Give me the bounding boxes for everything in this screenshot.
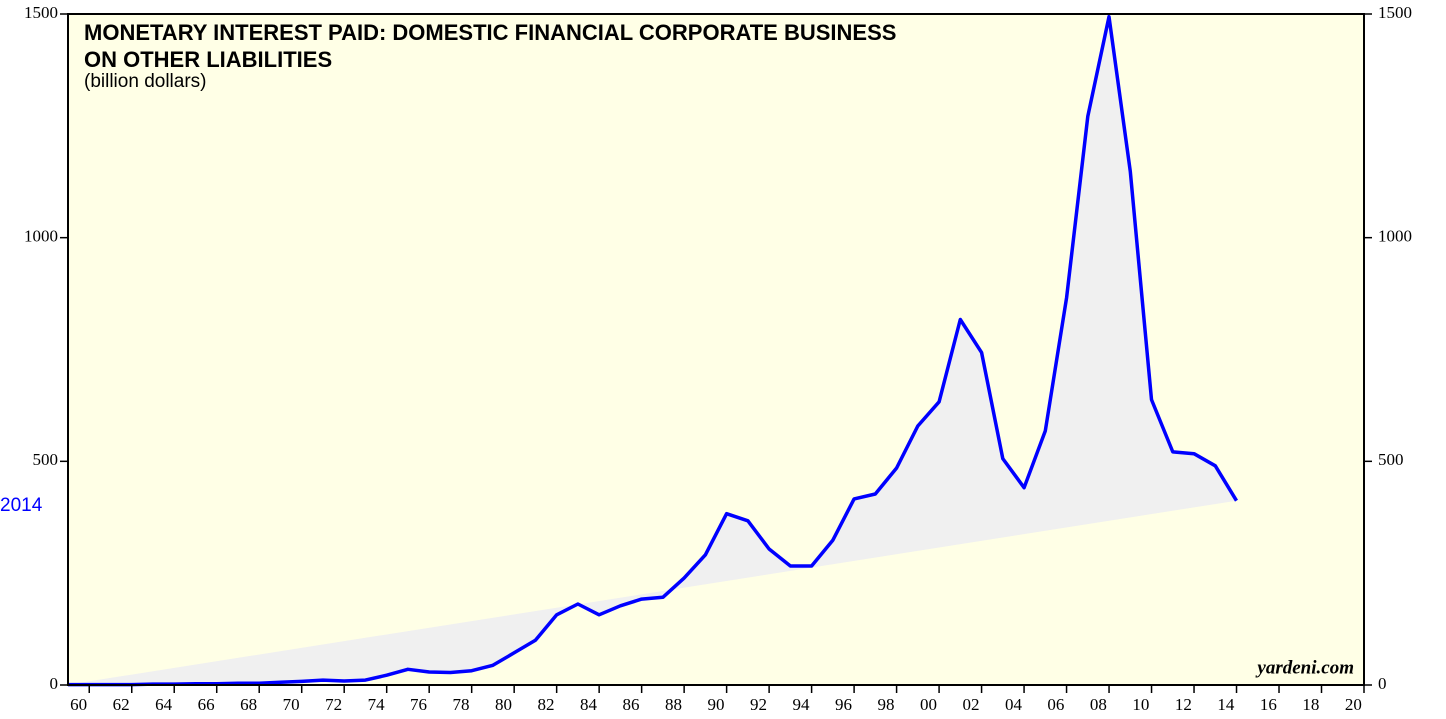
y-tick-label: 1000 — [24, 227, 58, 246]
x-tick-label: 96 — [835, 695, 852, 714]
y2-tick-label: 1500 — [1378, 3, 1412, 22]
x-tick-label: 20 — [1345, 695, 1362, 714]
x-tick-label: 82 — [538, 695, 555, 714]
x-tick-label: 08 — [1090, 695, 1107, 714]
x-tick-label: 92 — [750, 695, 767, 714]
x-tick-label: 16 — [1260, 695, 1277, 714]
y-tick-label: 1500 — [24, 3, 58, 22]
x-tick-label: 72 — [325, 695, 342, 714]
plot-frame — [67, 13, 1365, 686]
x-tick-label: 98 — [877, 695, 894, 714]
x-tick-label: 66 — [198, 695, 215, 714]
chart-subtitle: (billion dollars) — [84, 71, 207, 92]
y-tick-label: 0 — [50, 674, 59, 693]
y-tick-label: 500 — [33, 450, 59, 469]
x-tick-label: 88 — [665, 695, 682, 714]
y2-tick-label: 0 — [1378, 674, 1387, 693]
x-tick-label: 00 — [920, 695, 937, 714]
line — [68, 14, 1238, 687]
x-tick-label: 02 — [962, 695, 979, 714]
plot-area — [68, 14, 1364, 685]
x-tick-label: 90 — [708, 695, 725, 714]
x-tick-label: 84 — [580, 695, 598, 714]
x-tick-label: 68 — [240, 695, 257, 714]
x-tick-label: 86 — [623, 695, 640, 714]
x-tick-label: 78 — [453, 695, 470, 714]
x-tick-label: 60 — [70, 695, 87, 714]
x-tick-label: 70 — [283, 695, 300, 714]
x-tick-label: 76 — [410, 695, 427, 714]
x-tick-label: 04 — [1005, 695, 1023, 714]
x-tick-label: 64 — [155, 695, 173, 714]
chart-title-line2: ON OTHER LIABILITIES — [84, 47, 332, 72]
x-tick-label: 12 — [1175, 695, 1192, 714]
x-tick-label: 18 — [1302, 695, 1319, 714]
y2-tick-label: 1000 — [1378, 227, 1412, 246]
x-tick-label: 74 — [368, 695, 386, 714]
x-tick-label: 80 — [495, 695, 512, 714]
x-tick-label: 14 — [1217, 695, 1235, 714]
x-tick-label: 10 — [1132, 695, 1149, 714]
watermark: yardeni.com — [1255, 657, 1354, 678]
area — [68, 16, 1237, 685]
y2-tick-label: 500 — [1378, 450, 1404, 469]
x-tick-label: 62 — [113, 695, 130, 714]
x-tick-label: 94 — [792, 695, 810, 714]
x-tick-label: 06 — [1047, 695, 1064, 714]
chart-title: MONETARY INTEREST PAID: DOMESTIC FINANCI… — [84, 20, 896, 45]
end-label: 2014 — [0, 495, 43, 516]
